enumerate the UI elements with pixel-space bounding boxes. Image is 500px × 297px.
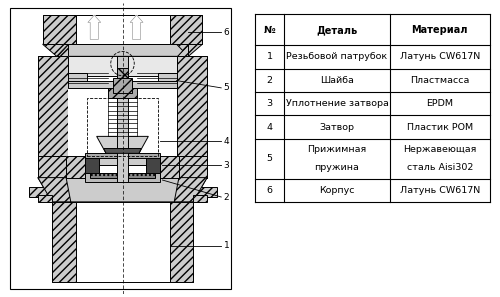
Bar [90, 173, 156, 178]
Text: 4: 4 [224, 137, 229, 146]
Bar [76, 15, 170, 44]
Polygon shape [104, 148, 142, 153]
Polygon shape [96, 136, 148, 153]
Text: Деталь: Деталь [316, 25, 358, 35]
Bar [88, 98, 158, 156]
Polygon shape [28, 187, 52, 197]
Bar [113, 78, 132, 93]
Text: Прижимная: Прижимная [308, 146, 366, 154]
Text: сталь Aisi302: сталь Aisi302 [406, 163, 473, 172]
Bar [116, 69, 128, 88]
Polygon shape [38, 178, 207, 202]
Text: Пластик POM: Пластик POM [407, 123, 473, 132]
Text: Нержавеющая: Нержавеющая [403, 146, 476, 154]
Bar [85, 173, 160, 182]
Bar [130, 80, 176, 88]
Text: 6: 6 [224, 28, 230, 37]
Text: 1: 1 [266, 53, 272, 61]
Text: Резьбовой патрубок: Резьбовой патрубок [286, 53, 388, 61]
Text: 1: 1 [224, 241, 230, 250]
Bar [52, 202, 193, 282]
Text: 2: 2 [266, 76, 272, 85]
Polygon shape [38, 56, 68, 156]
Bar [66, 156, 179, 178]
Polygon shape [193, 187, 216, 197]
Bar [52, 202, 76, 282]
Polygon shape [66, 156, 85, 178]
Text: Латунь CW617N: Латунь CW617N [400, 186, 480, 195]
Polygon shape [193, 195, 207, 202]
Text: 2: 2 [224, 192, 229, 201]
Bar [68, 56, 176, 76]
Text: 3: 3 [224, 161, 230, 170]
Text: 3: 3 [266, 99, 272, 108]
Polygon shape [42, 44, 202, 56]
Bar [68, 56, 176, 156]
Bar [146, 158, 160, 173]
Bar [158, 73, 176, 80]
Text: 6: 6 [266, 186, 272, 195]
Bar [85, 156, 160, 165]
Polygon shape [176, 56, 207, 156]
Text: №: № [264, 25, 276, 35]
Bar [85, 158, 99, 173]
Polygon shape [179, 156, 207, 178]
Text: Уплотнение затвора: Уплотнение затвора [286, 99, 389, 108]
Text: 4: 4 [266, 123, 272, 132]
Polygon shape [42, 15, 76, 44]
Text: 5: 5 [224, 83, 230, 92]
Text: Шайба: Шайба [320, 76, 354, 85]
Bar [76, 202, 170, 282]
Bar [68, 80, 116, 88]
Polygon shape [38, 195, 52, 202]
Text: Материал: Материал [412, 25, 468, 35]
Text: EPDM: EPDM [426, 99, 454, 108]
Bar [170, 202, 193, 282]
Polygon shape [38, 178, 71, 202]
Polygon shape [56, 44, 68, 56]
Bar [116, 56, 128, 182]
Polygon shape [38, 156, 207, 178]
Polygon shape [56, 44, 188, 56]
Polygon shape [38, 156, 66, 178]
Bar [85, 153, 160, 158]
Text: Корпус: Корпус [319, 186, 354, 195]
Polygon shape [170, 15, 202, 44]
Text: Пластмасса: Пластмасса [410, 76, 470, 85]
FancyArrow shape [88, 15, 101, 40]
Text: Затвор: Затвор [320, 123, 354, 132]
Text: Латунь CW617N: Латунь CW617N [400, 53, 480, 61]
Polygon shape [42, 15, 202, 44]
Bar [68, 73, 87, 80]
FancyArrow shape [130, 15, 143, 40]
Polygon shape [174, 178, 207, 202]
Text: 5: 5 [266, 154, 272, 163]
Polygon shape [176, 44, 188, 56]
Bar [108, 88, 136, 98]
Polygon shape [38, 56, 207, 156]
Polygon shape [160, 156, 179, 178]
Text: пружина: пружина [314, 163, 360, 172]
